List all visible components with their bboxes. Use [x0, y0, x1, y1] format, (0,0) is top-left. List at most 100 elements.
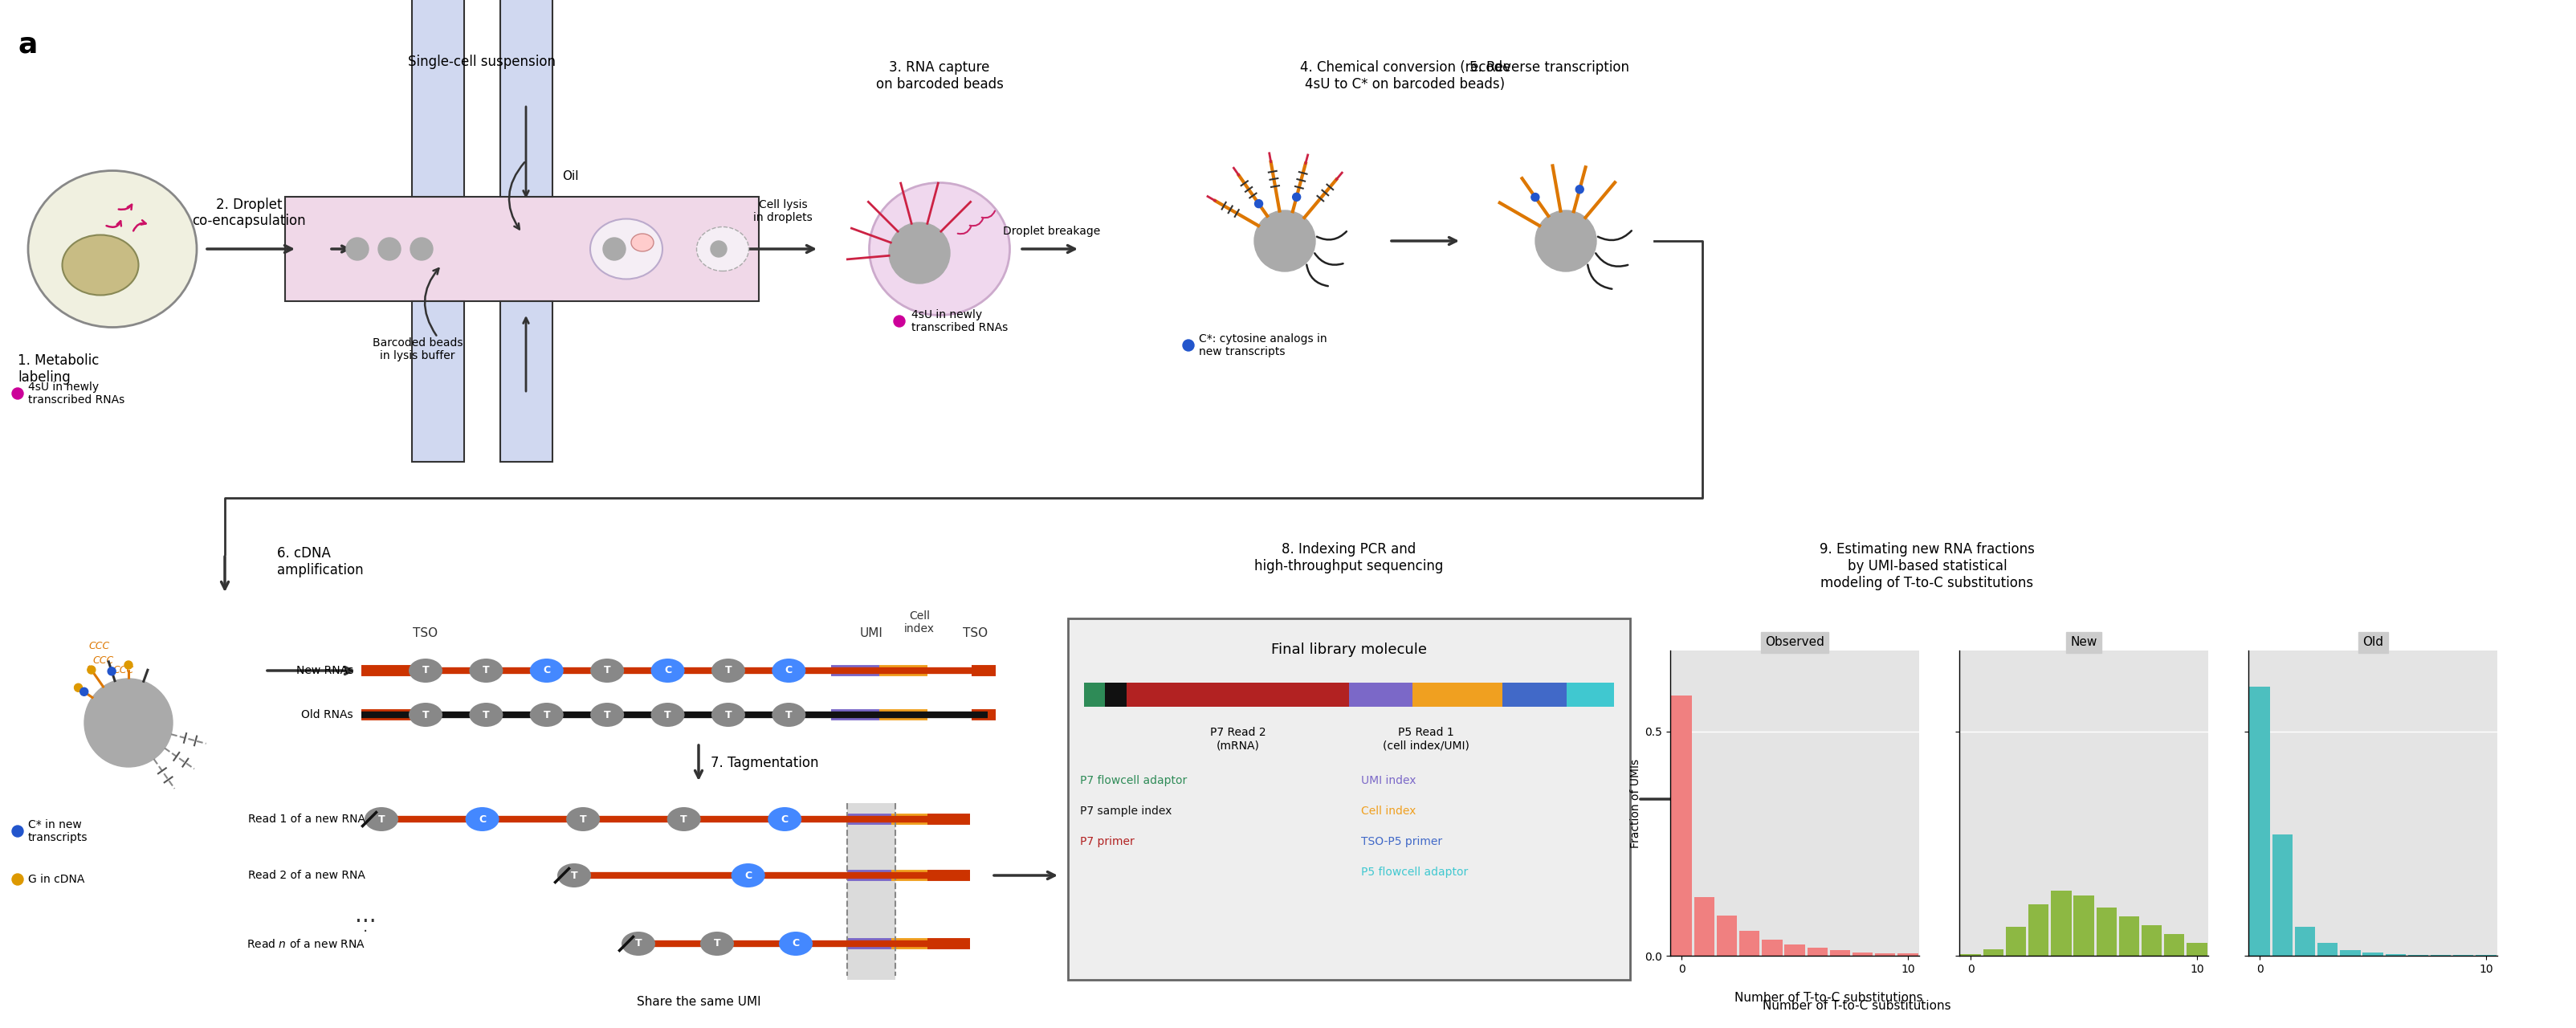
Text: T: T — [786, 709, 793, 720]
Text: 9. Estimating new RNA fractions
by UMI-based statistical
modeling of T-to-C subs: 9. Estimating new RNA fractions by UMI-b… — [1819, 542, 2035, 590]
Bar — [1899, 954, 1919, 956]
Text: Cell
index: Cell index — [904, 611, 935, 634]
Text: TSO: TSO — [412, 627, 438, 639]
Bar — [2097, 908, 2117, 956]
Bar — [412, 301, 464, 462]
Text: T: T — [580, 814, 587, 824]
Text: T: T — [422, 709, 430, 720]
Ellipse shape — [667, 807, 701, 832]
Bar — [2050, 890, 2071, 956]
Circle shape — [379, 237, 402, 260]
Circle shape — [410, 237, 433, 260]
Ellipse shape — [590, 219, 662, 279]
Bar — [500, 0, 551, 196]
Title: Old: Old — [2362, 636, 2383, 649]
Ellipse shape — [469, 703, 502, 727]
Title: New: New — [2071, 636, 2097, 649]
Circle shape — [711, 241, 726, 257]
Bar — [412, 0, 464, 196]
Text: T: T — [572, 870, 577, 881]
Bar — [1852, 952, 1873, 956]
Text: .: . — [363, 920, 368, 935]
Text: P5 flowcell adaptor: P5 flowcell adaptor — [1360, 867, 1468, 878]
Bar — [1350, 683, 1412, 707]
Text: 4sU in newly
transcribed RNAs: 4sU in newly transcribed RNAs — [28, 381, 124, 406]
Ellipse shape — [652, 659, 685, 683]
Bar — [286, 196, 760, 301]
Text: UMI: UMI — [860, 627, 884, 639]
Text: UMI index: UMI index — [1360, 775, 1417, 786]
Circle shape — [1182, 339, 1195, 351]
Ellipse shape — [732, 864, 765, 887]
Text: C: C — [786, 665, 793, 675]
Ellipse shape — [469, 659, 502, 683]
Bar — [1126, 683, 1350, 707]
Text: P7 flowcell adaptor: P7 flowcell adaptor — [1079, 775, 1188, 786]
Text: TSO: TSO — [963, 627, 989, 639]
Ellipse shape — [567, 807, 600, 832]
Text: CCC: CCC — [88, 641, 108, 652]
Circle shape — [85, 678, 173, 767]
Bar — [2187, 943, 2208, 956]
Text: Barcoded beads
in lysis buffer: Barcoded beads in lysis buffer — [374, 337, 464, 362]
Circle shape — [1293, 193, 1301, 201]
Bar — [1566, 683, 1615, 707]
Bar — [1984, 949, 2004, 956]
Text: Single-cell suspension: Single-cell suspension — [407, 54, 556, 69]
Circle shape — [88, 666, 95, 674]
Text: C* in new
transcripts: C* in new transcripts — [28, 819, 88, 843]
Ellipse shape — [701, 931, 734, 956]
Text: P7 primer: P7 primer — [1079, 836, 1133, 847]
Bar — [1762, 940, 1783, 956]
Text: T: T — [634, 939, 641, 949]
Text: T: T — [482, 665, 489, 675]
Text: 2. Droplet
co-encapsulation: 2. Droplet co-encapsulation — [193, 197, 307, 228]
Text: 6. cDNA
amplification: 6. cDNA amplification — [278, 546, 363, 578]
Y-axis label: Fraction of UMIs: Fraction of UMIs — [1631, 759, 1641, 848]
Bar — [2027, 904, 2048, 956]
Bar — [2295, 926, 2316, 956]
Circle shape — [75, 684, 82, 692]
Bar — [2164, 934, 2184, 956]
Text: Final library molecule: Final library molecule — [1270, 642, 1427, 657]
Text: Share the same UMI: Share the same UMI — [636, 996, 760, 1008]
Text: C*: cytosine analogs in
new transcripts: C*: cytosine analogs in new transcripts — [1198, 333, 1327, 358]
Text: 1. Metabolic
labeling: 1. Metabolic labeling — [18, 354, 98, 384]
Ellipse shape — [556, 864, 590, 887]
Bar — [1412, 683, 1502, 707]
Ellipse shape — [410, 703, 443, 727]
Text: C: C — [744, 870, 752, 881]
Text: 4. Chemical conversion (recode
4sU to C* on barcoded beads): 4. Chemical conversion (recode 4sU to C*… — [1301, 61, 1510, 91]
Bar — [848, 803, 896, 980]
Ellipse shape — [711, 659, 744, 683]
Bar — [1960, 954, 1981, 956]
Bar — [2318, 943, 2339, 956]
Bar — [500, 301, 551, 462]
Ellipse shape — [466, 807, 500, 832]
Bar — [1502, 683, 1566, 707]
Text: Old RNAs: Old RNAs — [301, 709, 353, 721]
Text: C: C — [479, 814, 487, 824]
Text: P7 Read 2
(mRNA): P7 Read 2 (mRNA) — [1211, 727, 1265, 751]
Bar — [1695, 897, 1716, 956]
Text: CCC: CCC — [93, 655, 113, 665]
Circle shape — [124, 661, 131, 669]
Text: 5. Reverse transcription: 5. Reverse transcription — [1471, 61, 1631, 75]
Ellipse shape — [696, 227, 750, 271]
Text: Read 2 of a new RNA: Read 2 of a new RNA — [247, 870, 366, 881]
Ellipse shape — [531, 659, 564, 683]
Text: T: T — [714, 939, 721, 949]
Text: C: C — [781, 814, 788, 824]
Ellipse shape — [768, 807, 801, 832]
Ellipse shape — [778, 931, 811, 956]
Ellipse shape — [711, 703, 744, 727]
Text: Number of T-to-C substitutions: Number of T-to-C substitutions — [1762, 1000, 1950, 1012]
Bar — [2074, 895, 2094, 956]
FancyBboxPatch shape — [1069, 619, 1631, 980]
Ellipse shape — [621, 931, 654, 956]
Text: 8. Indexing PCR and
high-throughput sequencing: 8. Indexing PCR and high-throughput sequ… — [1255, 542, 1443, 574]
Text: T: T — [603, 665, 611, 675]
Text: Droplet breakage: Droplet breakage — [1002, 226, 1100, 236]
Text: C: C — [665, 665, 672, 675]
Text: 7. Tagmentation: 7. Tagmentation — [711, 756, 819, 770]
